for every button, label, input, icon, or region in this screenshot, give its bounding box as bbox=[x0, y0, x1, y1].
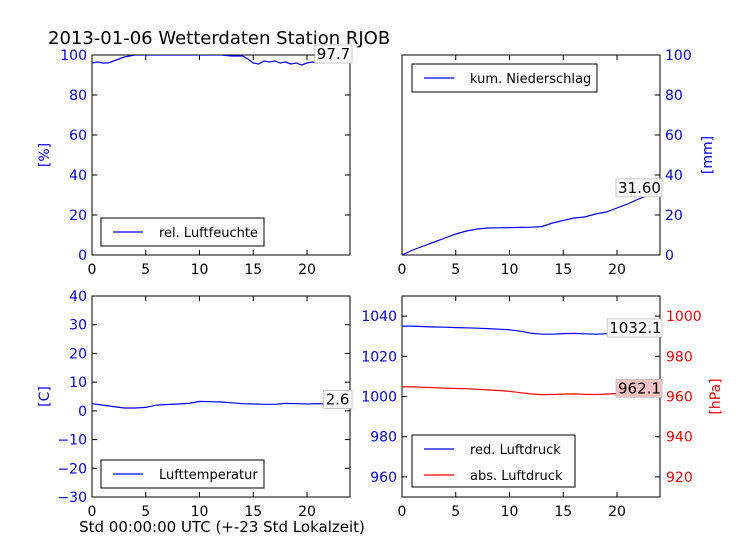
temperature-ytick-label: 40 bbox=[69, 289, 87, 305]
temperature-xtick-label: 20 bbox=[298, 504, 316, 520]
pressure-legend-box bbox=[411, 434, 576, 488]
pressure-ytick-right-label: 920 bbox=[666, 470, 693, 486]
temperature-end-label-box bbox=[323, 389, 353, 409]
temperature-ytick-label: −20 bbox=[57, 461, 87, 477]
pressure-xtick-label: 20 bbox=[608, 504, 626, 520]
pressure-legend-label: red. Luftdruck bbox=[470, 443, 561, 458]
temperature-xtick-label: 5 bbox=[141, 504, 150, 520]
humidity-ytick-label: 40 bbox=[69, 168, 87, 184]
precipitation-xtick-label: 20 bbox=[608, 262, 626, 278]
humidity-end-label-box bbox=[314, 44, 353, 64]
humidity-xtick-label: 0 bbox=[88, 262, 97, 278]
temperature-ylabel: [C] bbox=[37, 386, 53, 407]
precipitation-ytick-label: 40 bbox=[665, 168, 683, 184]
panel-pressure: 0 5 10 15 2096098010001020104092094096098010… bbox=[361, 295, 724, 520]
pressure-end-label: 962.1 bbox=[618, 379, 661, 397]
pressure-legend: red. Luftdruck abs. Luftdruck bbox=[411, 434, 576, 488]
pressure-end-label: 1032.1 bbox=[609, 319, 662, 337]
temperature-end-label: 2.6 bbox=[326, 390, 350, 408]
precipitation-xtick-label: 10 bbox=[501, 262, 519, 278]
precipitation-legend: kum. Niederschlag bbox=[411, 63, 598, 93]
precipitation-end-label: 31.60 bbox=[618, 179, 661, 197]
temperature-xtick-label: 0 bbox=[88, 504, 97, 520]
precipitation-ytick-label: 20 bbox=[665, 208, 683, 224]
temperature-xtick-label: 15 bbox=[244, 504, 262, 520]
pressure-ytick-label: 1020 bbox=[361, 349, 397, 365]
temperature-xtick-label: 10 bbox=[191, 504, 209, 520]
precipitation-xtick-label: 0 bbox=[398, 262, 407, 278]
humidity-ytick-label: 20 bbox=[69, 208, 87, 224]
pressure-end-label-box bbox=[615, 378, 663, 398]
precipitation-legend-label: kum. Niederschlag bbox=[470, 72, 591, 87]
pressure-ytick-label: 1040 bbox=[361, 309, 397, 325]
precipitation-ytick-label: 80 bbox=[665, 88, 683, 104]
pressure-xtick-label: 0 bbox=[398, 504, 407, 520]
pressure-end-label-box bbox=[606, 318, 663, 338]
temperature-legend-box bbox=[100, 459, 265, 489]
panel-humidity: 0 5 10 15 20 0 20 40 60 80 100 [%] 97.7 rel. Luftfeuc… bbox=[37, 44, 353, 278]
pressure-legend-label: abs. Luftdruck bbox=[470, 469, 563, 484]
humidity-ytick-label: 80 bbox=[69, 88, 87, 104]
humidity-ytick-label: 100 bbox=[60, 48, 87, 64]
pressure-xtick-label: 5 bbox=[451, 504, 460, 520]
humidity-xtick-label: 10 bbox=[191, 262, 209, 278]
figure-title: 2013-01-06 Wetterdaten Station RJOB bbox=[48, 28, 390, 49]
pressure-ytick-right-label: 1000 bbox=[666, 309, 702, 325]
precipitation-ytick-label: 100 bbox=[665, 48, 692, 64]
humidity-end-label: 97.7 bbox=[317, 45, 350, 63]
precipitation-legend-box bbox=[411, 63, 598, 93]
temperature-series-line-1 bbox=[92, 400, 350, 409]
precipitation-end-label-box bbox=[615, 178, 663, 198]
precipitation-ytick-label: 0 bbox=[665, 248, 674, 264]
humidity-legend-label: rel. Luftfeuchte bbox=[159, 226, 258, 241]
humidity-ytick-label: 60 bbox=[69, 128, 87, 144]
humidity-xtick-label: 20 bbox=[298, 262, 316, 278]
pressure-ytick-label: 1000 bbox=[361, 390, 397, 406]
temperature-ytick-label: 0 bbox=[78, 404, 87, 420]
pressure-ylabel-right: [hPa] bbox=[708, 378, 724, 414]
temperature-legend: Lufttemperatur bbox=[100, 459, 265, 489]
pressure-xtick-label: 10 bbox=[501, 504, 519, 520]
precipitation-series-line-1 bbox=[402, 191, 660, 255]
pressure-ytick-right-label: 960 bbox=[666, 390, 693, 406]
humidity-xtick-label: 5 bbox=[141, 262, 150, 278]
panel-temperature: 0 5 10 15 20 −30 −20 −10 0 10 20 30 40 [C] 2.6 Lufttemp… bbox=[37, 289, 353, 520]
pressure-ytick-right-label: 940 bbox=[666, 430, 693, 446]
precipitation-ylabel: [mm] bbox=[700, 136, 716, 174]
precipitation-ytick-label: 60 bbox=[665, 128, 683, 144]
temperature-legend-label: Lufttemperatur bbox=[159, 468, 258, 483]
panel-precipitation: 0 5 10 15 20 0 20 40 60 80 100 [mm] 31.60 kum. Nieder… bbox=[398, 48, 716, 278]
temperature-ytick-label: 20 bbox=[69, 346, 87, 362]
pressure-ytick-label: 980 bbox=[370, 430, 397, 446]
humidity-ylabel: [%] bbox=[37, 143, 53, 167]
humidity-xtick-label: 15 bbox=[244, 262, 262, 278]
humidity-legend: rel. Luftfeuchte bbox=[100, 217, 265, 247]
figure-xlabel: Std 00:00:00 UTC (+-23 Std Lokalzeit) bbox=[79, 518, 365, 536]
pressure-ytick-label: 960 bbox=[370, 470, 397, 486]
temperature-ytick-label: −10 bbox=[57, 433, 87, 449]
temperature-ytick-label: −30 bbox=[57, 490, 87, 506]
pressure-ytick-right-label: 980 bbox=[666, 349, 693, 365]
pressure-xtick-label: 15 bbox=[554, 504, 572, 520]
precipitation-xtick-label: 15 bbox=[554, 262, 572, 278]
precipitation-xtick-label: 5 bbox=[451, 262, 460, 278]
temperature-ytick-label: 30 bbox=[69, 318, 87, 334]
humidity-ytick-label: 0 bbox=[78, 248, 87, 264]
temperature-ytick-label: 10 bbox=[69, 375, 87, 391]
